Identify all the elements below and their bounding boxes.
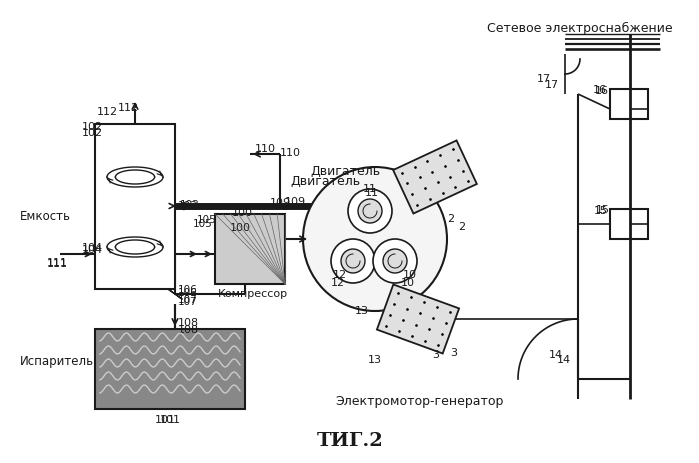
Text: Двигатель: Двигатель bbox=[290, 175, 360, 188]
Text: Компрессор: Компрессор bbox=[218, 288, 288, 298]
Text: 2: 2 bbox=[458, 221, 465, 232]
Text: 3: 3 bbox=[450, 347, 457, 357]
Text: 12: 12 bbox=[331, 277, 345, 288]
Text: 100: 100 bbox=[232, 207, 253, 218]
Text: 109: 109 bbox=[270, 198, 291, 207]
Text: 17: 17 bbox=[537, 74, 551, 84]
Polygon shape bbox=[393, 141, 477, 214]
Bar bbox=[610, 90, 648, 120]
Polygon shape bbox=[377, 285, 459, 354]
Text: 11: 11 bbox=[363, 184, 377, 194]
Text: 17: 17 bbox=[545, 80, 559, 90]
Text: 13: 13 bbox=[355, 305, 369, 315]
Text: 105: 105 bbox=[193, 219, 212, 229]
Bar bbox=[610, 210, 648, 239]
Text: Сетевое электроснабжение: Сетевое электроснабжение bbox=[487, 22, 673, 35]
Circle shape bbox=[373, 239, 417, 283]
Circle shape bbox=[331, 239, 375, 283]
Text: 106: 106 bbox=[178, 288, 198, 297]
Text: 10: 10 bbox=[403, 269, 417, 279]
Circle shape bbox=[383, 250, 407, 274]
Text: ΤИГ.2: ΤИГ.2 bbox=[317, 431, 383, 449]
Text: 103: 103 bbox=[180, 200, 200, 210]
Bar bbox=[95, 329, 245, 409]
Text: 111: 111 bbox=[47, 258, 68, 269]
Circle shape bbox=[348, 189, 392, 233]
Text: 105: 105 bbox=[197, 214, 217, 225]
Text: 110: 110 bbox=[280, 148, 301, 158]
Text: 103: 103 bbox=[178, 200, 198, 211]
Text: 102: 102 bbox=[82, 128, 103, 138]
Circle shape bbox=[303, 168, 447, 311]
Text: 107: 107 bbox=[178, 296, 198, 307]
Text: 104: 104 bbox=[82, 244, 103, 255]
Text: 16: 16 bbox=[593, 85, 607, 95]
Text: 12: 12 bbox=[333, 269, 347, 279]
Text: 110: 110 bbox=[255, 144, 276, 154]
Text: 109: 109 bbox=[284, 197, 305, 206]
Text: 106: 106 bbox=[178, 284, 198, 294]
Text: Испаритель: Испаритель bbox=[20, 354, 94, 367]
Text: 14: 14 bbox=[549, 349, 563, 359]
Text: 102: 102 bbox=[82, 122, 103, 131]
Text: 13: 13 bbox=[368, 354, 382, 364]
Text: 101: 101 bbox=[155, 414, 176, 424]
Circle shape bbox=[358, 200, 382, 224]
Text: 3: 3 bbox=[432, 349, 439, 359]
Text: 16: 16 bbox=[595, 86, 609, 96]
Text: 2: 2 bbox=[447, 213, 454, 224]
Text: 14: 14 bbox=[557, 354, 571, 364]
Text: 15: 15 bbox=[594, 206, 608, 216]
Bar bbox=[215, 214, 285, 284]
Circle shape bbox=[341, 250, 365, 274]
Text: 104: 104 bbox=[82, 243, 103, 252]
Text: 108: 108 bbox=[178, 324, 199, 334]
Bar bbox=[95, 125, 175, 289]
Text: 100: 100 bbox=[230, 223, 251, 232]
Text: 108: 108 bbox=[178, 317, 199, 327]
Text: 101: 101 bbox=[160, 414, 181, 424]
Text: Емкость: Емкость bbox=[20, 210, 71, 223]
Text: 11: 11 bbox=[365, 188, 379, 198]
Text: 10: 10 bbox=[401, 277, 415, 288]
Text: 111: 111 bbox=[47, 257, 68, 268]
Text: 107: 107 bbox=[178, 294, 198, 304]
Text: 15: 15 bbox=[596, 205, 610, 214]
Text: Электромотор-генератор: Электромотор-генератор bbox=[335, 394, 503, 407]
Text: 112: 112 bbox=[118, 103, 139, 113]
Text: 112: 112 bbox=[97, 107, 118, 117]
Text: Двигатель: Двигатель bbox=[310, 165, 380, 178]
